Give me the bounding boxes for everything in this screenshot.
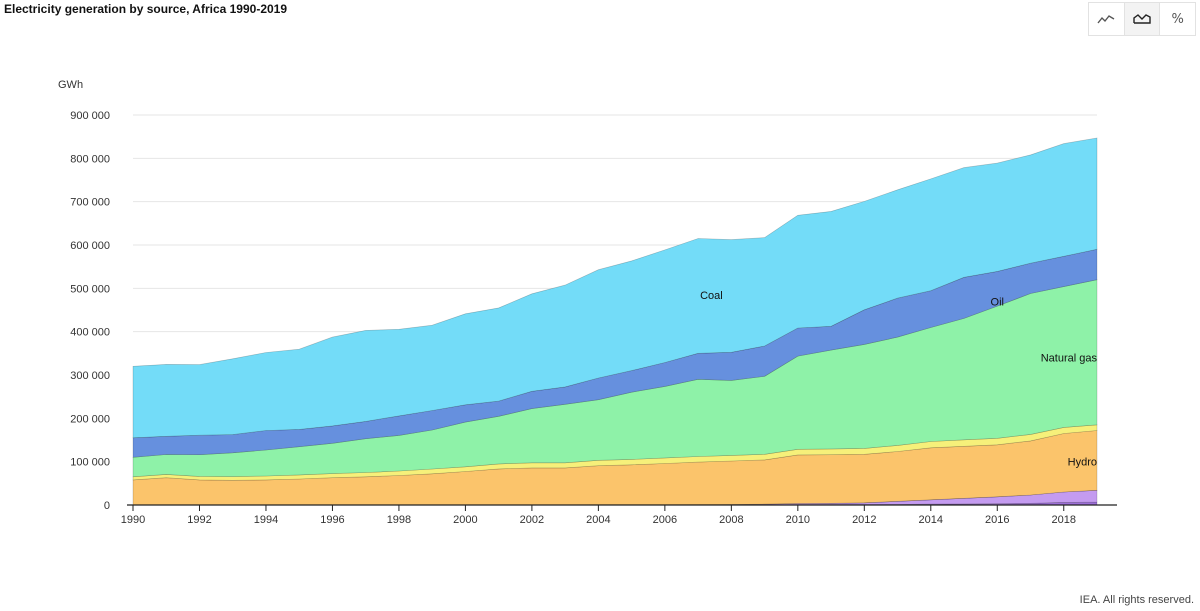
x-tick-label: 2018: [1052, 514, 1076, 526]
y-tick-label: 0: [104, 500, 110, 512]
x-tick-label: 2008: [719, 514, 743, 526]
area-coal: [132, 137, 1098, 439]
y-tick-label: 300 000: [70, 370, 110, 382]
annotation-label: Oil: [991, 296, 1004, 308]
x-tick-label: 2006: [653, 514, 677, 526]
x-tick-label: 1994: [254, 514, 278, 526]
line-chart-button[interactable]: [1089, 3, 1125, 35]
x-tick-label: 1990: [121, 514, 145, 526]
y-axis-unit-label: GWh: [58, 79, 83, 91]
percent-icon: %: [1171, 11, 1184, 27]
y-tick-label: 500 000: [70, 283, 110, 295]
percent-button[interactable]: %: [1160, 3, 1195, 35]
line-chart-icon: [1097, 15, 1115, 24]
y-tick-label: 600 000: [70, 240, 110, 252]
x-tick-label: 1992: [187, 514, 211, 526]
x-tick-label: 2010: [786, 514, 810, 526]
x-tick-label: 1998: [387, 514, 411, 526]
x-tick-label: 2016: [985, 514, 1009, 526]
y-tick-label: 700 000: [70, 197, 110, 209]
x-tick-label: 2002: [520, 514, 544, 526]
chart-type-toolbar: %: [1088, 2, 1196, 36]
x-tick-label: 2014: [919, 514, 943, 526]
chart-title: Electricity generation by source, Africa…: [4, 2, 288, 16]
copyright-footer: IEA. All rights reserved.: [1079, 594, 1194, 606]
x-tick-label: 2012: [852, 514, 876, 526]
y-tick-label: 100 000: [70, 457, 110, 469]
y-tick-label: 900 000: [70, 110, 110, 122]
area-chart-button[interactable]: [1124, 3, 1161, 35]
x-tick-label: 2004: [586, 514, 610, 526]
annotation-label: Hydro: [1068, 457, 1097, 469]
annotation-label: Natural gas: [1041, 353, 1098, 365]
x-tick-label: 2000: [453, 514, 477, 526]
y-tick-label: 800 000: [70, 153, 110, 165]
annotation-label: Coal: [700, 290, 723, 302]
y-tick-label: 200 000: [70, 413, 110, 425]
area-chart-icon: [1133, 14, 1151, 24]
y-tick-label: 400 000: [70, 327, 110, 339]
x-tick-label: 1996: [320, 514, 344, 526]
